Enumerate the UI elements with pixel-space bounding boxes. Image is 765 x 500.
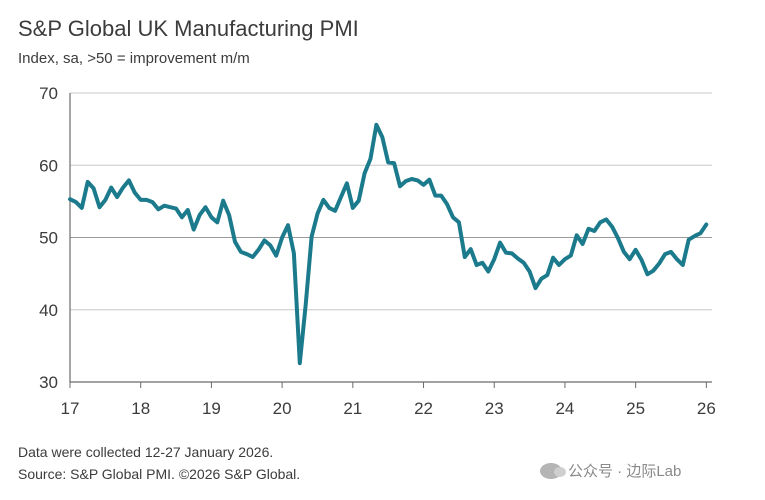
- watermark-text: 公众号 · 边际Lab: [568, 463, 682, 480]
- pmi-line-chart: 30 40 50 60 70 17 18 19 20 21 22 23 24 25 26: [39, 84, 716, 418]
- x-tick-label-21: 21: [343, 399, 362, 418]
- x-tick-label-22: 22: [414, 399, 433, 418]
- wechat-icon: [540, 462, 566, 479]
- x-tick-label-24: 24: [555, 399, 574, 418]
- source-note: Source: S&P Global PMI. ©2026 S&P Global…: [18, 466, 301, 482]
- y-tick-label-70: 70: [39, 84, 58, 103]
- y-tick-label-40: 40: [39, 301, 58, 320]
- data-collection-note: Data were collected 12-27 January 2026.: [18, 444, 274, 460]
- x-tick-label-25: 25: [626, 399, 645, 418]
- x-tick-label-26: 26: [697, 399, 716, 418]
- y-tick-label-50: 50: [39, 229, 58, 248]
- series-line-0: [68, 122, 709, 366]
- y-tick-label-60: 60: [39, 156, 58, 175]
- y-tick-label-30: 30: [39, 373, 58, 392]
- x-tick-label-18: 18: [131, 399, 150, 418]
- x-tick-label-23: 23: [485, 399, 504, 418]
- x-tick-label-19: 19: [202, 399, 221, 418]
- chart-title: S&P Global UK Manufacturing PMI: [18, 16, 359, 41]
- x-tick-label-20: 20: [273, 399, 292, 418]
- watermark: 公众号 · 边际Lab: [540, 460, 681, 481]
- x-tick-label-17: 17: [61, 399, 80, 418]
- chart-subtitle: Index, sa, >50 = improvement m/m: [18, 50, 250, 67]
